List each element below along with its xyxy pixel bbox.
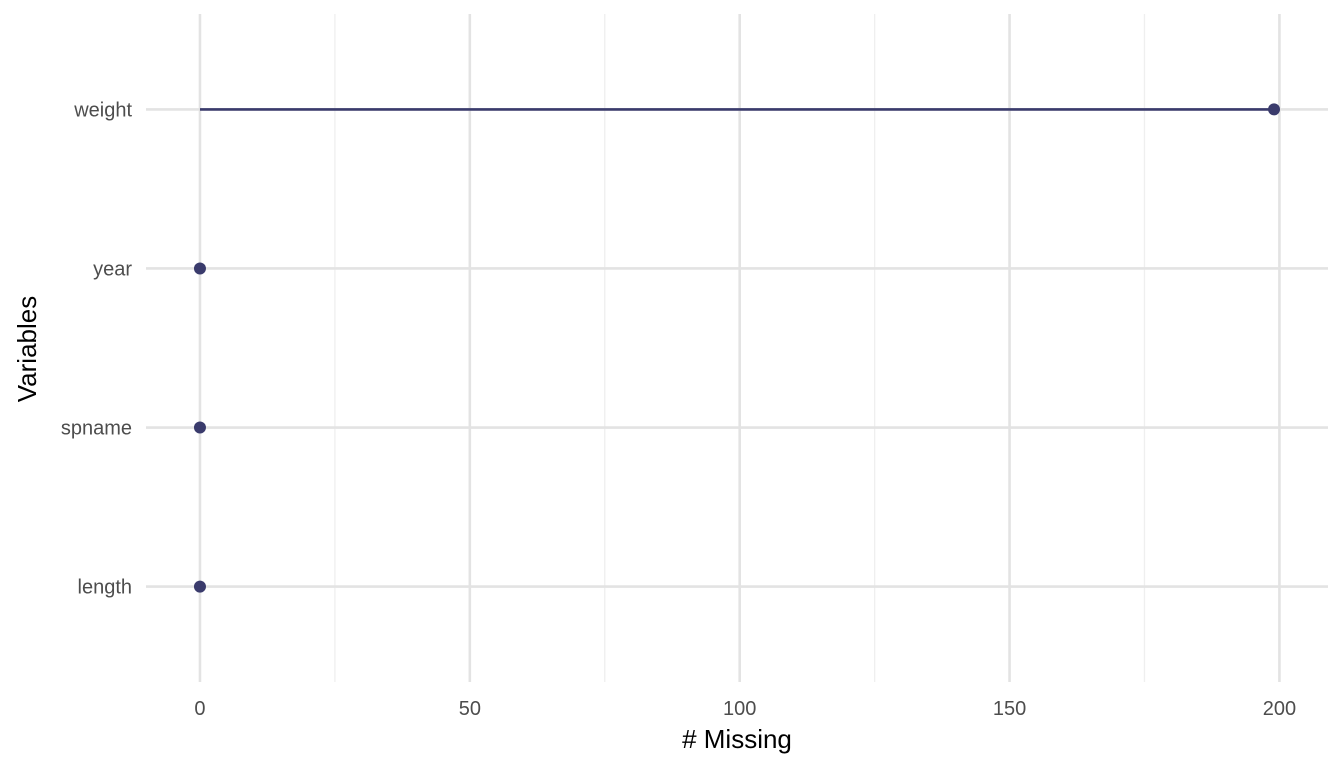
x-tick-label-50: 50 xyxy=(459,698,481,720)
lollipop-point-spname xyxy=(193,421,206,434)
x-tick-label-150: 150 xyxy=(993,698,1026,720)
lollipop-point-year xyxy=(193,262,206,275)
x-tick-label-200: 200 xyxy=(1263,698,1296,720)
y-tick-label-weight: weight xyxy=(73,99,132,121)
lollipop-point-length xyxy=(193,580,206,593)
major-gridlines xyxy=(146,14,1328,682)
lollipop-point-weight xyxy=(1268,103,1281,116)
lollipop-marks xyxy=(193,103,1281,593)
x-axis-tick-labels: 0 50 100 150 200 xyxy=(194,698,1296,720)
y-axis-tick-labels: weight year spname length xyxy=(61,99,133,598)
x-tick-label-0: 0 xyxy=(194,698,205,720)
minor-gridlines xyxy=(334,14,1146,682)
y-tick-label-spname: spname xyxy=(61,418,132,440)
y-axis-title: Variables xyxy=(12,296,42,402)
x-tick-label-100: 100 xyxy=(723,698,756,720)
y-tick-label-year: year xyxy=(93,258,132,280)
y-tick-label-length: length xyxy=(78,577,133,599)
x-axis-title: # Missing xyxy=(682,724,792,754)
